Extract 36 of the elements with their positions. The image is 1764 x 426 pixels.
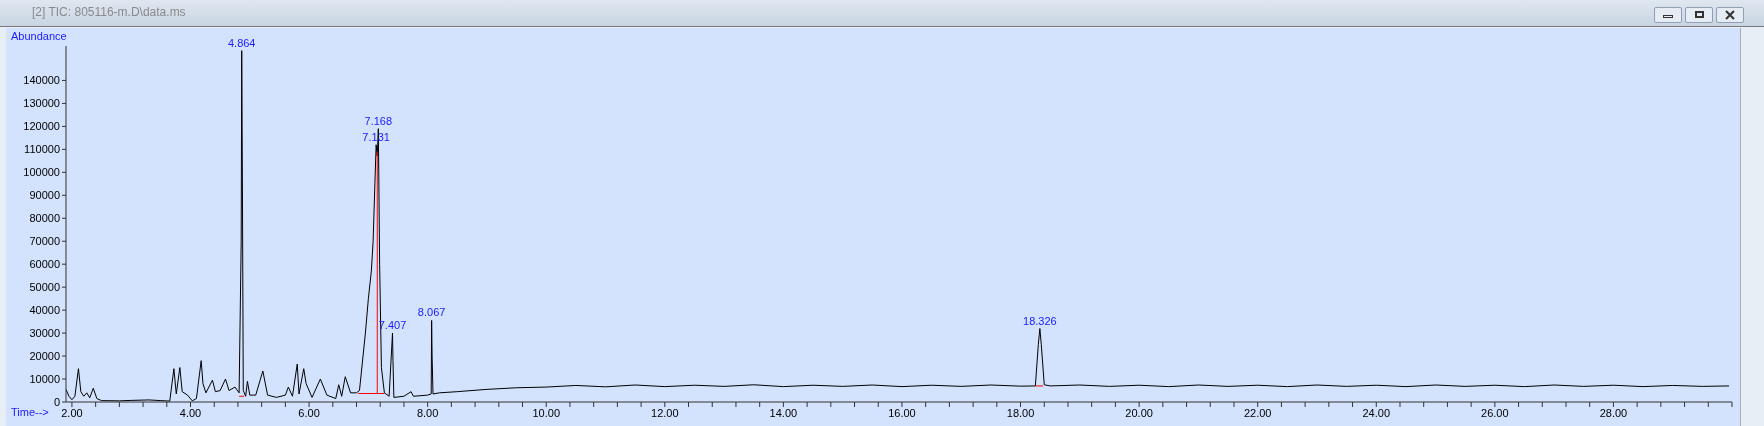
y-tick-label: 100000 xyxy=(23,166,60,179)
x-axis-title: Time--> xyxy=(11,406,49,418)
y-tick-label: 60000 xyxy=(29,258,60,271)
y-tick-label: 50000 xyxy=(29,281,60,294)
x-tick-label: 4.00 xyxy=(179,406,202,419)
y-tick-label: 20000 xyxy=(29,349,60,362)
y-tick-label: 30000 xyxy=(29,327,60,339)
x-tick-label: 12.00 xyxy=(651,406,679,419)
x-tick-label: 20.00 xyxy=(1125,406,1153,419)
x-tick-label: 8.00 xyxy=(416,406,439,419)
x-tick-label: 10.00 xyxy=(532,406,560,419)
annotation: 8.067 xyxy=(417,306,446,319)
y-tick-label: 10000 xyxy=(29,372,60,385)
x-tick-label: 24.00 xyxy=(1362,406,1391,419)
x-tick-label: 26.00 xyxy=(1481,406,1509,419)
y-tick-label: 90000 xyxy=(29,189,60,202)
annotation: 18.326 xyxy=(1023,314,1057,327)
x-tick-label: 14.00 xyxy=(769,406,798,419)
y-tick-label: 0 xyxy=(53,395,60,408)
y-tick-label: 110000 xyxy=(24,143,60,156)
x-tick-label: 6.00 xyxy=(298,406,320,419)
y-tick-label: 70000 xyxy=(29,235,60,248)
y-tick-label: 80000 xyxy=(29,212,60,225)
x-tick-label: 2.00 xyxy=(61,406,83,419)
x-tick-label: 22.00 xyxy=(1243,406,1272,419)
x-tick-label: 16.00 xyxy=(888,406,916,419)
y-tick-label: 130000 xyxy=(23,97,60,110)
y-tick-label: 140000 xyxy=(23,74,60,87)
annotation: 7.168 xyxy=(364,114,393,127)
y-tick-label: 120000 xyxy=(23,120,60,133)
chart-title: [2] TIC: 805116-m.D\data.ms xyxy=(32,5,186,19)
annotation: 4.864 xyxy=(227,36,256,49)
y-axis-title: Abundance xyxy=(11,30,67,42)
x-tick-label: 28.00 xyxy=(1599,406,1628,419)
x-tick-label: 18.00 xyxy=(1006,406,1035,419)
y-tick-label: 40000 xyxy=(29,304,60,317)
